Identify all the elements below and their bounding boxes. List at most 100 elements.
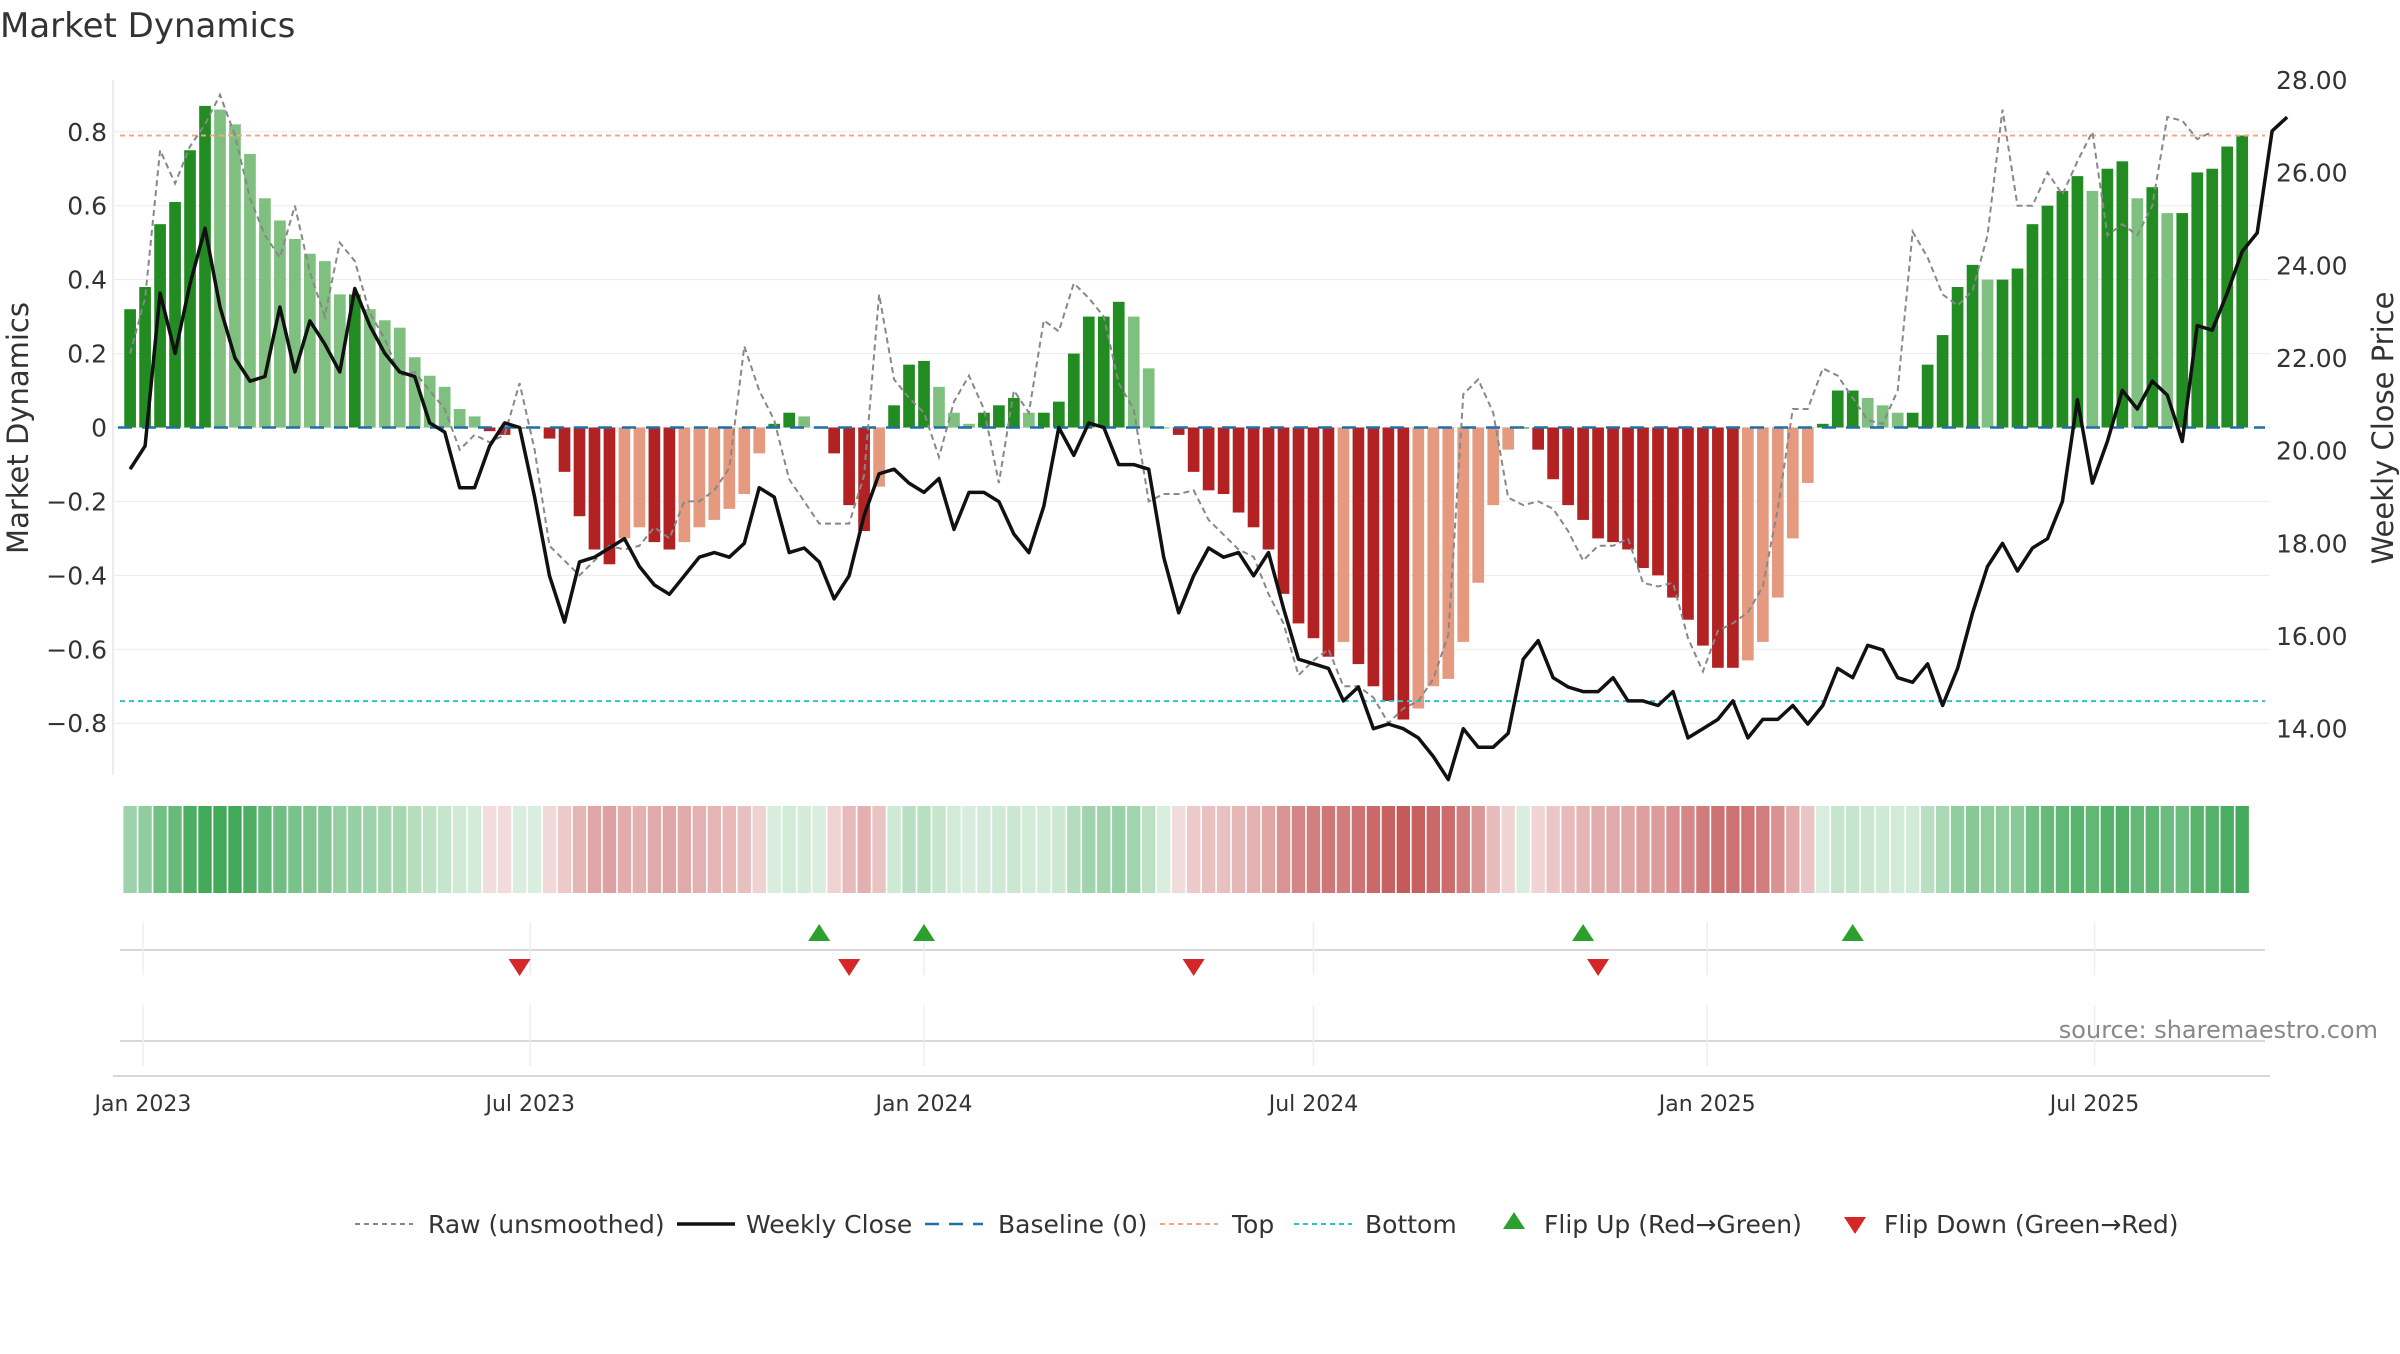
heat-cell xyxy=(228,806,242,893)
dynamics-bar xyxy=(333,294,346,428)
dynamics-bar xyxy=(2011,268,2024,428)
heat-cell xyxy=(198,806,212,893)
heat-cell xyxy=(1381,806,1396,893)
dynamics-bar xyxy=(289,238,301,428)
heat-cell xyxy=(1905,806,1920,893)
heat-cell xyxy=(273,806,287,893)
dynamics-bar xyxy=(1742,427,1754,661)
heat-cell xyxy=(872,806,886,893)
heat-cell xyxy=(2100,806,2115,893)
heat-cell xyxy=(1950,806,1965,893)
flip-down-marker xyxy=(838,959,861,976)
dynamics-bar xyxy=(1532,427,1545,450)
legend-label: Flip Down (Green→Red) xyxy=(1884,1210,2179,1239)
heat-cell xyxy=(677,806,692,893)
heat-cell xyxy=(1471,806,1485,893)
heat-cell xyxy=(1861,806,1875,893)
heat-cell xyxy=(782,806,796,893)
heat-cell xyxy=(2190,806,2204,893)
heat-cell xyxy=(1276,806,1291,893)
legend-label: Bottom xyxy=(1365,1210,1457,1239)
heat-cell xyxy=(1336,806,1351,893)
heat-cell xyxy=(318,806,332,893)
heat-cell xyxy=(662,806,677,893)
dynamics-bar xyxy=(663,427,676,550)
heat-cell xyxy=(408,806,422,893)
heat-cell xyxy=(1261,806,1276,893)
heat-cell xyxy=(1366,806,1381,893)
dynamics-bar xyxy=(1801,427,1814,483)
dynamics-bar xyxy=(1322,427,1335,657)
heat-cell xyxy=(1920,806,1935,893)
heat-cell xyxy=(1890,806,1905,893)
heat-cell xyxy=(1801,806,1815,893)
left-tick-label: 0.2 xyxy=(67,340,107,369)
dynamics-bar xyxy=(1816,423,1829,428)
heat-cell xyxy=(1321,806,1336,893)
heat-cell xyxy=(1531,806,1545,893)
dynamics-bar xyxy=(2056,190,2069,428)
flip-markers xyxy=(508,924,1864,976)
heat-cell xyxy=(1201,806,1216,893)
heat-cell xyxy=(1771,806,1785,893)
heat-cell xyxy=(692,806,707,893)
dynamics-bar xyxy=(378,320,391,428)
heat-cell xyxy=(2130,806,2145,893)
heat-cell xyxy=(1711,806,1725,893)
dynamics-bar xyxy=(1951,287,1964,428)
heat-cell xyxy=(527,806,542,893)
dynamics-bar xyxy=(1487,427,1500,506)
dynamics-bar xyxy=(1936,335,1949,428)
heat-cell xyxy=(1636,806,1650,893)
heat-cell xyxy=(587,806,602,893)
dynamics-bar xyxy=(214,109,226,428)
heat-cell xyxy=(1756,806,1770,893)
heat-cell xyxy=(1965,806,1980,893)
dynamics-bar xyxy=(1023,412,1035,428)
dynamics-bar xyxy=(1008,397,1020,428)
dynamics-bar xyxy=(2026,224,2039,428)
dynamics-bar xyxy=(1981,279,1994,428)
dynamics-bar xyxy=(588,427,601,550)
dynamics-bar xyxy=(993,405,1005,428)
heat-cell xyxy=(932,806,946,893)
dynamics-bar xyxy=(1277,427,1290,594)
dynamics-bar xyxy=(1352,427,1365,665)
heat-cell xyxy=(168,806,182,893)
heat-cell xyxy=(1037,806,1051,893)
dynamics-bar xyxy=(2041,205,2054,428)
dynamics-bar xyxy=(1097,316,1110,428)
dynamics-bar xyxy=(738,427,751,495)
legend-flip-up-swatch xyxy=(1503,1212,1525,1229)
heat-cell xyxy=(2205,806,2219,893)
x-tick-label: Jan 2025 xyxy=(1657,1092,1756,1117)
heat-cell xyxy=(737,806,751,893)
dynamics-bar xyxy=(918,360,930,428)
dynamics-bar xyxy=(1906,412,1919,428)
dynamics-bar xyxy=(1996,279,2009,428)
heat-cell xyxy=(1231,806,1246,893)
x-tick-label: Jan 2024 xyxy=(874,1092,973,1117)
dynamics-bar xyxy=(1202,427,1215,491)
dynamics-bar xyxy=(2161,213,2174,428)
dynamics-bar xyxy=(423,375,436,428)
dynamics-bar xyxy=(1786,427,1799,539)
heat-cell xyxy=(333,806,347,893)
heat-cell xyxy=(1112,806,1126,893)
heat-cell xyxy=(1621,806,1635,893)
heat-cell xyxy=(1846,806,1860,893)
heat-cell xyxy=(1396,806,1411,893)
heat-cell xyxy=(2235,806,2249,893)
dynamics-bar xyxy=(1637,427,1649,568)
heat-cell xyxy=(827,806,841,893)
dynamics-bar xyxy=(2221,146,2234,428)
left-tick-label: 0.8 xyxy=(67,118,107,147)
flip-panel xyxy=(120,922,2265,976)
heat-cell xyxy=(452,806,467,893)
heat-cell xyxy=(2220,806,2234,893)
dynamics-bar xyxy=(1547,427,1559,480)
heat-cell xyxy=(1127,806,1141,893)
dynamics-bar xyxy=(348,294,361,428)
dynamics-bar xyxy=(1142,368,1155,428)
dynamics-bar xyxy=(1067,353,1080,428)
